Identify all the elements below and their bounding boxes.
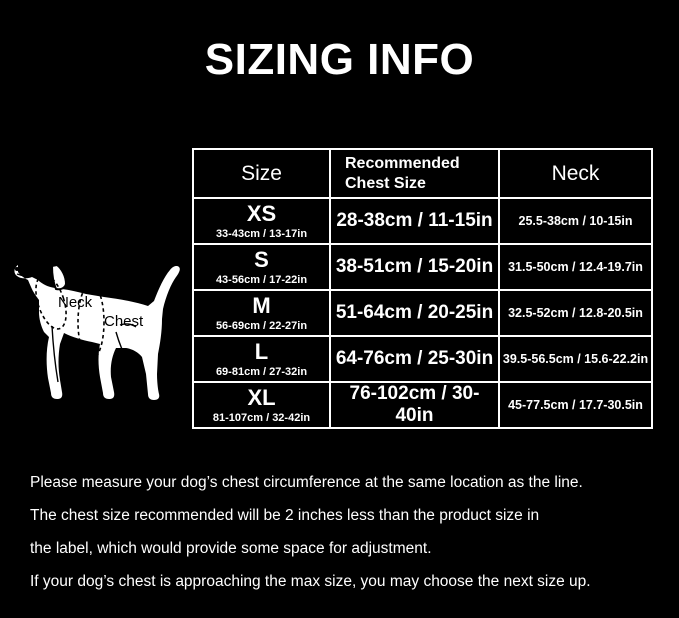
- cell-size: M 56-69cm / 22-27in: [192, 289, 331, 337]
- cell-size: XS 33-43cm / 13-17in: [192, 197, 331, 245]
- cell-chest: 64-76cm / 25-30in: [329, 335, 500, 383]
- cell-chest: 38-51cm / 15-20in: [329, 243, 500, 291]
- cell-chest: 28-38cm / 11-15in: [329, 197, 500, 245]
- cell-size: XL 81-107cm / 32-42in: [192, 381, 331, 429]
- header-label-chest-line1: Recommended: [345, 154, 460, 172]
- table-row: XL 81-107cm / 32-42in 76-102cm / 30-40in…: [192, 381, 653, 429]
- cell-chest: 76-102cm / 30-40in: [329, 381, 500, 429]
- size-range: 56-69cm / 22-27in: [215, 319, 308, 332]
- table-row: L 69-81cm / 27-32in 64-76cm / 25-30in 39…: [192, 335, 653, 383]
- size-range: 69-81cm / 27-32in: [215, 365, 308, 378]
- header-cell-chest: Recommended Chest Size: [329, 148, 500, 199]
- cell-chest: 51-64cm / 20-25in: [329, 289, 500, 337]
- cell-neck: 31.5-50cm / 12.4-19.7in: [498, 243, 653, 291]
- size-name: XS: [246, 200, 277, 226]
- cell-neck: 39.5-56.5cm / 15.6-22.2in: [498, 335, 653, 383]
- cell-neck: 25.5-38cm / 10-15in: [498, 197, 653, 245]
- dog-front-leg-line: [51, 325, 59, 383]
- chest-label: Chest: [104, 313, 144, 330]
- size-name: M: [252, 292, 271, 318]
- size-range: 33-43cm / 13-17in: [215, 227, 308, 240]
- note-line: The chest size recommended will be 2 inc…: [30, 507, 540, 524]
- note-line: If your dog’s chest is approaching the m…: [30, 573, 591, 590]
- neck-measure-ellipse: [35, 274, 67, 330]
- header-cell-neck: Neck: [498, 148, 653, 199]
- dog-mouth-line: [16, 273, 32, 277]
- header-label-chest-line2: Chest Size: [345, 174, 426, 192]
- sizing-table: Size Recommended Chest Size Neck XS 33-4…: [192, 148, 653, 429]
- dog-eye-marking: [38, 265, 46, 268]
- dog-haunch-line: [119, 323, 137, 328]
- dog-illustration: Neck Chest: [8, 222, 188, 412]
- header-label-size: Size: [241, 161, 282, 185]
- dog-rear-leg-line: [115, 331, 135, 371]
- size-name: XL: [247, 384, 276, 410]
- cell-size: S 43-56cm / 17-22in: [192, 243, 331, 291]
- size-name: L: [254, 338, 269, 364]
- size-range: 43-56cm / 17-22in: [215, 273, 308, 286]
- cell-neck: 32.5-52cm / 12.8-20.5in: [498, 289, 653, 337]
- footer-notes: Please measure your dog’s chest circumfe…: [30, 466, 650, 598]
- page-title: SIZING INFO: [204, 35, 475, 84]
- table-header-row: Size Recommended Chest Size Neck: [192, 148, 653, 199]
- header-label-chest: Recommended Chest Size: [331, 154, 498, 194]
- table-row: S 43-56cm / 17-22in 38-51cm / 15-20in 31…: [192, 243, 653, 291]
- table-row: M 56-69cm / 22-27in 51-64cm / 20-25in 32…: [192, 289, 653, 337]
- dog-body-shape: [14, 265, 180, 400]
- cell-neck: 45-77.5cm / 17.7-30.5in: [498, 381, 653, 429]
- size-name: S: [254, 246, 269, 272]
- dog-nose: [15, 267, 19, 271]
- header-cell-size: Size: [192, 148, 331, 199]
- note-line: the label, which would provide some spac…: [30, 540, 432, 557]
- header-label-neck: Neck: [551, 161, 600, 185]
- neck-label: Neck: [58, 294, 93, 311]
- note-line: Please measure your dog’s chest circumfe…: [30, 474, 583, 491]
- table-row: XS 33-43cm / 13-17in 28-38cm / 11-15in 2…: [192, 197, 653, 245]
- dog-ear-shape: [50, 263, 68, 291]
- cell-size: L 69-81cm / 27-32in: [192, 335, 331, 383]
- size-range: 81-107cm / 32-42in: [212, 411, 311, 424]
- chest-measure-ellipse: [77, 283, 105, 361]
